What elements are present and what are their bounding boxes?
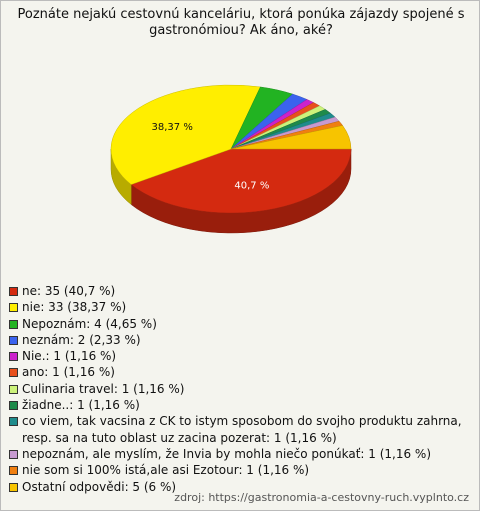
legend-swatch	[9, 482, 18, 492]
pie-area: 40,7 % 38,37 %	[110, 84, 352, 234]
legend-item: Nie.: 1 (1,16 %)	[9, 348, 464, 364]
legend-swatch	[9, 352, 18, 362]
legend-item: Ostatní odpovědi: 5 (6 %)	[9, 479, 464, 495]
legend-swatch	[9, 368, 18, 378]
source: zdroj: https://gastronomia-a-cestovny-ru…	[174, 491, 469, 504]
legend: ne: 35 (40,7 %) nie: 33 (38,37 %) Nepoznám…	[9, 283, 464, 495]
legend-label: co viem, tak vacsina z CK to istym sposo…	[22, 414, 462, 445]
legend-swatch	[9, 449, 18, 459]
value-label: 38,37 %	[152, 122, 193, 133]
legend-item: Culinaria travel: 1 (1,16 %)	[9, 381, 464, 397]
slice	[230, 125, 352, 150]
legend-swatch	[9, 303, 18, 313]
legend-label: neznám: 2 (2,33 %)	[22, 332, 141, 347]
legend-item: co viem, tak vacsina z CK to istym sposo…	[9, 413, 464, 446]
legend-item: nie: 33 (38,37 %)	[9, 299, 464, 315]
legend-label: nepoznám, ale myslím, že Invia by mohla …	[22, 446, 432, 461]
legend-swatch	[9, 401, 18, 411]
legend-swatch	[9, 335, 18, 345]
legend-label: Nie.: 1 (1,16 %)	[22, 349, 117, 364]
legend-swatch	[9, 466, 18, 476]
slice	[110, 84, 261, 185]
legend-swatch	[9, 319, 18, 329]
legend-label: žiadne..: 1 (1,16 %)	[22, 398, 140, 413]
legend-swatch	[9, 417, 18, 427]
legend-item: nepoznám, ale myslím, že Invia by mohla …	[9, 446, 464, 462]
legend-swatch	[9, 287, 18, 296]
legend-item: nie som si 100% istá,ale asi Ezotour: 1 …	[9, 462, 464, 478]
legend-label: nie som si 100% istá,ale asi Ezotour: 1 …	[22, 463, 310, 478]
legend-label: Culinaria travel: 1 (1,16 %)	[22, 381, 185, 396]
legend-item: ne: 35 (40,7 %)	[9, 283, 464, 299]
legend-label: ne: 35 (40,7 %)	[22, 284, 116, 298]
legend-label: Ostatní odpovědi: 5 (6 %)	[22, 479, 177, 494]
legend-item: ano: 1 (1,16 %)	[9, 364, 464, 380]
legend-item: Nepoznám: 4 (4,65 %)	[9, 316, 464, 332]
chart-title: Poznáte nejakú cestovnú kanceláriu, ktor…	[17, 7, 465, 38]
legend-item: žiadne..: 1 (1,16 %)	[9, 397, 464, 413]
legend-label: Nepoznám: 4 (4,65 %)	[22, 316, 157, 331]
legend-swatch	[9, 384, 18, 394]
legend-label: nie: 33 (38,37 %)	[22, 300, 127, 315]
value-label: 40,7 %	[234, 181, 269, 192]
legend-label: ano: 1 (1,16 %)	[22, 365, 115, 380]
legend-item: neznám: 2 (2,33 %)	[9, 332, 464, 348]
